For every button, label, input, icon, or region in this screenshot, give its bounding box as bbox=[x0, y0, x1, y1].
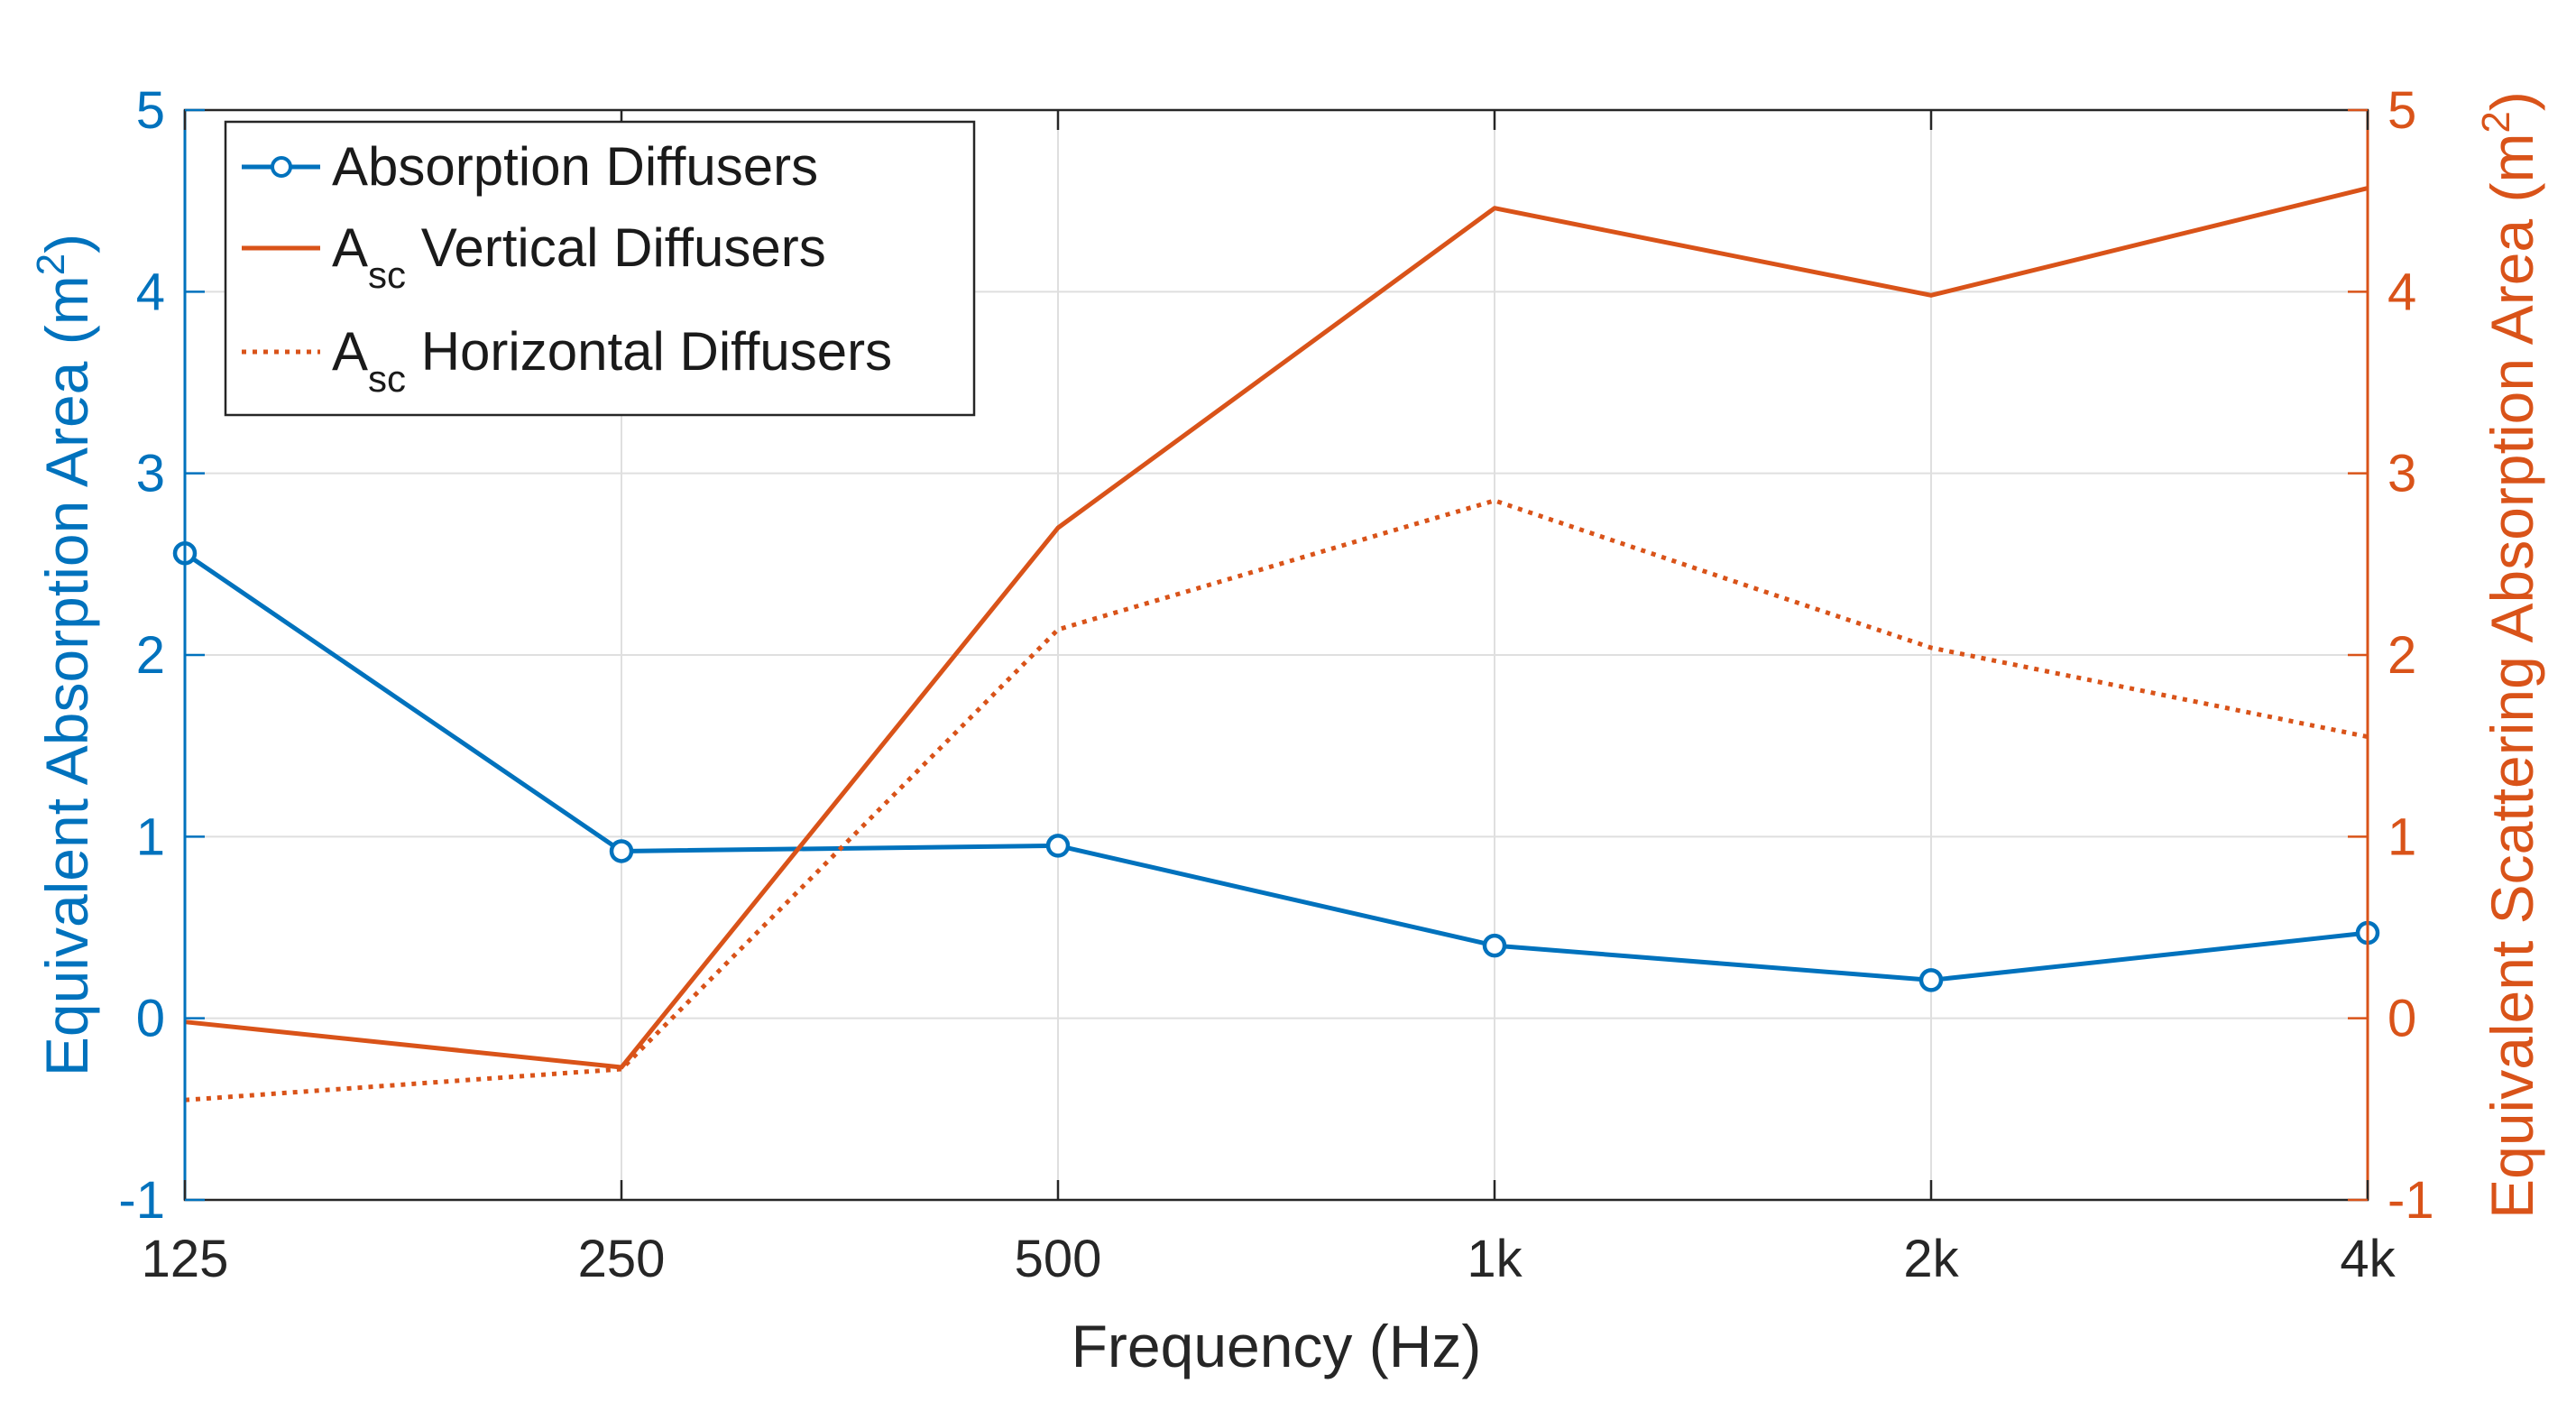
x-tick-label-1k: 1k bbox=[1467, 1230, 1523, 1288]
data-point-absorption-250 bbox=[609, 839, 634, 863]
series-line-vertical bbox=[184, 186, 2369, 1070]
right-y-tick-label--1: -1 bbox=[2387, 1171, 2434, 1230]
x-tick-label-125: 125 bbox=[142, 1230, 229, 1288]
right-y-tick-label-5: 5 bbox=[2387, 81, 2416, 140]
x-tick-label-4k: 4k bbox=[2340, 1230, 2396, 1288]
data-point-absorption-500 bbox=[1045, 834, 1071, 858]
right-y-tick-label-4: 4 bbox=[2387, 263, 2416, 321]
legend-label-absorption: Absorption Diffusers bbox=[332, 136, 818, 197]
data-point-absorption-2k bbox=[1918, 968, 1944, 992]
series-line-horizontal bbox=[184, 498, 2369, 1102]
left-y-tick-label-1: 1 bbox=[136, 807, 165, 866]
x-tick-label-500: 500 bbox=[1015, 1230, 1102, 1288]
left-y-tick-label-2: 2 bbox=[136, 626, 165, 685]
x-tick-label-250: 250 bbox=[578, 1230, 666, 1288]
left-y-tick-label-0: 0 bbox=[136, 990, 165, 1048]
right-y-axis-title: Equivalent Scattering Absorption Area (m… bbox=[2474, 91, 2545, 1219]
left-y-axis-title: Equivalent Absorption Area (m2) bbox=[29, 234, 100, 1076]
right-y-tick-label-3: 3 bbox=[2387, 445, 2416, 503]
axes: 125 250 500 1k 2k 4k-1012345-1012345Frequency… bbox=[29, 81, 2545, 1379]
left-y-tick-label-3: 3 bbox=[136, 445, 165, 503]
x-tick-label-2k: 2k bbox=[1903, 1230, 1959, 1288]
x-axis-title: Frequency (Hz) bbox=[1072, 1313, 1482, 1379]
series-lines bbox=[172, 186, 2380, 1102]
legend: Absorption Diffusers Asc Vertical Diffuse… bbox=[224, 120, 976, 417]
left-y-tick-label-5: 5 bbox=[136, 81, 165, 140]
legend-marker-absorption bbox=[271, 156, 292, 178]
right-y-tick-label-1: 1 bbox=[2387, 807, 2416, 866]
data-point-absorption-1k bbox=[1482, 933, 1507, 958]
right-y-tick-label-0: 0 bbox=[2387, 990, 2416, 1048]
right-y-tick-label-2: 2 bbox=[2387, 626, 2416, 685]
left-y-tick-label-4: 4 bbox=[136, 263, 165, 321]
legend-label-horizontal: Asc Horizontal Diffusers bbox=[332, 321, 892, 400]
series-line-absorption bbox=[183, 551, 2369, 982]
legend-box bbox=[224, 120, 976, 417]
legend-label-vertical: Asc Vertical Diffusers bbox=[332, 217, 826, 296]
left-y-tick-label--1: -1 bbox=[118, 1171, 165, 1230]
